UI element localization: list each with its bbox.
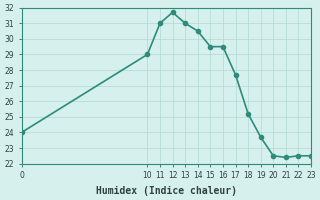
X-axis label: Humidex (Indice chaleur): Humidex (Indice chaleur) [96,186,237,196]
